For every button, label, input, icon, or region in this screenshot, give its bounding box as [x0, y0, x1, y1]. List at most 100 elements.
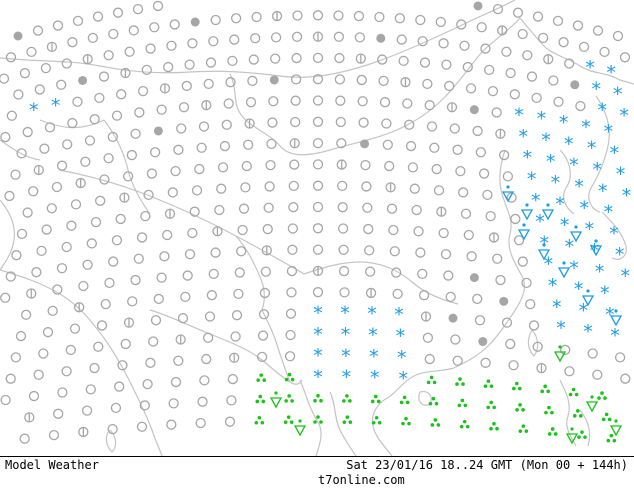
clear-symbol	[5, 271, 16, 282]
clear-symbol	[444, 80, 455, 92]
clear-symbol	[312, 244, 324, 255]
clear-symbol	[290, 116, 301, 128]
clear-symbol	[292, 10, 303, 21]
shower-symbol	[581, 289, 595, 307]
snow-symbol: *	[369, 346, 379, 368]
clear-symbol	[415, 247, 426, 258]
rain-symbol	[457, 398, 468, 408]
snow-symbol: *	[341, 345, 351, 367]
clear-symbol	[258, 309, 270, 320]
clear-symbol	[96, 320, 108, 331]
clear-symbol	[234, 267, 245, 278]
clear-symbol	[287, 223, 299, 234]
clear-symbol	[287, 244, 298, 255]
clear-symbol	[178, 102, 190, 113]
clear-symbol	[501, 46, 512, 57]
snow-symbol: *	[340, 303, 350, 325]
clear-symbol	[143, 189, 154, 200]
clear-symbol	[407, 162, 419, 173]
clear-symbol	[184, 59, 195, 70]
clear-symbol	[6, 110, 18, 121]
clear-symbol	[374, 11, 385, 23]
clear-symbol	[438, 227, 449, 239]
snow-symbol: *	[560, 215, 570, 237]
clear-symbol	[195, 417, 206, 429]
clear-symbol	[153, 293, 164, 305]
shower-symbol	[565, 427, 579, 445]
clear-symbol	[223, 98, 234, 109]
partly-cloudy-symbol	[164, 208, 176, 219]
clear-symbol	[196, 142, 207, 153]
snow-symbol: *	[51, 95, 61, 117]
snow-symbol: *	[565, 236, 575, 258]
clear-symbol	[620, 373, 631, 384]
clear-symbol	[336, 138, 347, 149]
clear-symbol	[266, 138, 277, 149]
snow-symbol: *	[564, 133, 574, 155]
clear-symbol	[391, 267, 402, 278]
rain-symbol	[597, 391, 607, 400]
rain-symbol	[459, 419, 470, 429]
clear-symbol	[10, 169, 21, 180]
snow-symbol: *	[548, 275, 558, 297]
clear-symbol	[5, 52, 17, 63]
clear-symbol	[163, 61, 174, 73]
clear-symbol	[384, 160, 395, 172]
clear-symbol	[312, 223, 324, 234]
shower-symbol	[501, 185, 515, 203]
snow-symbol: *	[604, 121, 614, 143]
clear-symbol	[285, 329, 296, 341]
clear-symbol	[167, 187, 178, 198]
snow-symbol: *	[514, 105, 524, 127]
clear-symbol	[353, 10, 365, 22]
clear-symbol	[92, 11, 104, 22]
clear-symbol	[208, 268, 219, 280]
snow-symbol: *	[537, 108, 547, 130]
clear-symbol	[333, 10, 344, 21]
clear-symbol	[28, 186, 39, 197]
clear-symbol	[286, 265, 298, 277]
snow-symbol: *	[555, 193, 565, 215]
clear-symbol	[132, 3, 144, 15]
clear-symbol	[241, 160, 252, 172]
partly-cloudy-symbol	[261, 245, 272, 256]
partly-cloudy-symbol	[400, 77, 411, 88]
clear-symbol	[191, 185, 203, 196]
snow-symbol: *	[583, 321, 593, 343]
model-weather-title: Model Weather	[5, 458, 99, 472]
clear-symbol	[210, 14, 221, 26]
clear-symbol	[81, 405, 93, 416]
clear-symbol	[482, 189, 493, 200]
clear-symbol	[433, 185, 445, 196]
clear-symbol	[356, 74, 367, 86]
rain-symbol	[255, 394, 266, 404]
clear-symbol	[312, 137, 324, 149]
clear-symbol	[159, 251, 170, 262]
clear-symbol	[134, 107, 145, 118]
clear-symbol	[162, 229, 173, 241]
clear-symbol	[480, 357, 491, 368]
snow-symbol: *	[544, 254, 554, 276]
snow-symbol: *	[595, 261, 605, 283]
snow-symbol: *	[569, 257, 579, 279]
clear-symbol	[111, 235, 123, 246]
clear-symbol	[413, 226, 424, 237]
clear-symbol	[210, 247, 221, 258]
clear-symbol	[364, 266, 376, 277]
snow-symbol: *	[581, 116, 591, 138]
clear-symbol	[443, 270, 454, 281]
clear-symbol	[263, 202, 274, 213]
clear-symbol	[415, 14, 426, 26]
rain-symbol	[401, 416, 411, 426]
clear-symbol	[289, 159, 300, 170]
clear-symbol	[180, 291, 191, 303]
clear-symbol	[13, 89, 24, 100]
cloudy-symbol	[448, 313, 458, 323]
clear-symbol	[15, 330, 27, 342]
clear-symbol	[149, 147, 161, 158]
clear-symbol	[4, 190, 15, 202]
clear-symbol	[170, 376, 182, 388]
clear-symbol	[156, 272, 167, 283]
clear-symbol	[438, 38, 449, 49]
clear-symbol	[80, 156, 91, 167]
